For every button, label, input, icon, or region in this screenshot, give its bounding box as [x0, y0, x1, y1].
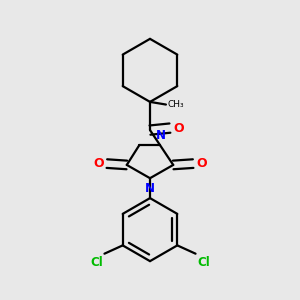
Text: N: N	[145, 182, 155, 194]
Text: N: N	[156, 129, 166, 142]
Text: O: O	[196, 157, 207, 170]
Text: CH₃: CH₃	[168, 100, 184, 109]
Text: O: O	[93, 157, 104, 170]
Text: O: O	[173, 122, 184, 135]
Text: Cl: Cl	[90, 256, 103, 269]
Text: Cl: Cl	[197, 256, 210, 269]
